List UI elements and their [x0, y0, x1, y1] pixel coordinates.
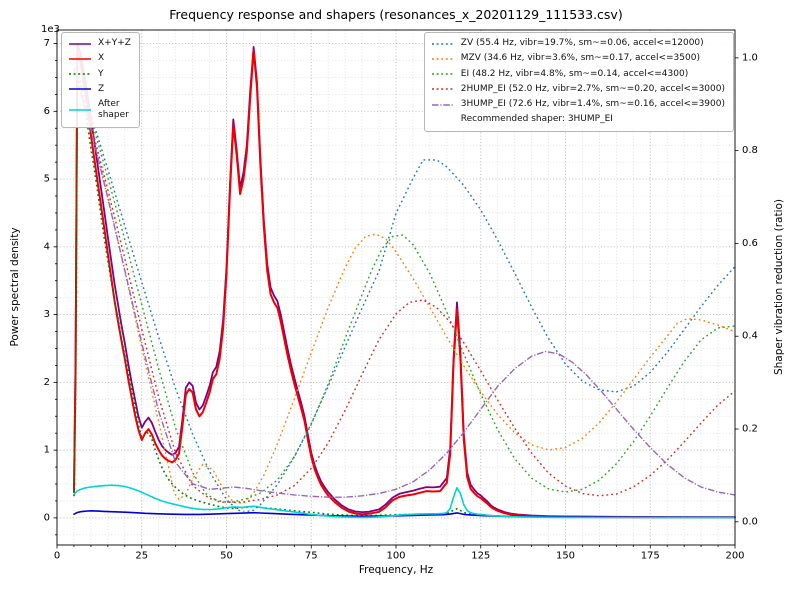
svg-text:125: 125	[471, 550, 490, 561]
svg-text:5: 5	[44, 174, 50, 185]
legend-item-2hump-ei: 2HUMP_EI (52.0 Hz, vibr=2.7%, sm~=0.20, …	[431, 84, 725, 95]
series-after-shaper	[73, 484, 736, 519]
series-zv	[73, 62, 736, 513]
legend-line-sample	[431, 103, 454, 106]
legend-item-ei: EI (48.2 Hz, vibr=4.8%, sm~=0.14, accel<…	[431, 69, 725, 80]
svg-text:0.2: 0.2	[742, 424, 758, 435]
legend-item-label: X	[98, 53, 105, 64]
legend-item-z: Z	[68, 84, 131, 95]
svg-text:7: 7	[44, 38, 50, 49]
chart-title: Frequency response and shapers (resonanc…	[169, 7, 623, 22]
legend-item-after-shaper: After shaper	[68, 99, 131, 122]
svg-text:200: 200	[725, 550, 744, 561]
legend-psd: X+Y+Z X Y Z After shaper	[61, 32, 140, 128]
y-axis-label-right: Shaper vibration reduction (ratio)	[773, 198, 785, 376]
legend-item-label: ZV (55.4 Hz, vibr=19.7%, sm~=0.06, accel…	[460, 38, 704, 48]
legend-item-label: X+Y+Z	[98, 38, 131, 48]
series-z	[73, 509, 736, 519]
legend-line-sample	[69, 109, 91, 112]
legend-item-label: After shaper	[98, 99, 129, 121]
legend-spacer	[431, 119, 455, 120]
legend-item-label: Z	[98, 83, 105, 94]
svg-text:50: 50	[220, 550, 233, 561]
y-axis-label-left: Power spectral density	[9, 227, 21, 347]
svg-text:100: 100	[386, 550, 405, 561]
svg-text:150: 150	[556, 550, 575, 561]
legend-line-sample	[431, 58, 454, 60]
svg-text:1.0: 1.0	[742, 52, 758, 63]
x-axis-label: Frequency, Hz	[358, 564, 434, 576]
legend-footer-recommended-shaper: Recommended shaper: 3HUMP_EI	[431, 114, 725, 125]
svg-text:0.4: 0.4	[742, 331, 758, 342]
legend-shapers: ZV (55.4 Hz, vibr=19.7%, sm~=0.06, accel…	[423, 32, 734, 132]
svg-text:3: 3	[44, 309, 50, 320]
svg-text:4: 4	[44, 241, 50, 252]
series-2hump-ei	[73, 68, 736, 503]
svg-text:0.0: 0.0	[742, 516, 758, 527]
svg-text:0.8: 0.8	[742, 145, 758, 156]
legend-line-sample	[69, 88, 91, 91]
svg-text:75: 75	[305, 550, 318, 561]
axis-ticks	[53, 43, 739, 549]
legend-line-sample	[69, 42, 91, 45]
legend-item-label: MZV (34.6 Hz, vibr=3.6%, sm~=0.17, accel…	[460, 53, 700, 64]
legend-item-mzv: MZV (34.6 Hz, vibr=3.6%, sm~=0.17, accel…	[431, 53, 725, 64]
svg-text:2: 2	[44, 377, 50, 388]
legend-item-xyz: X+Y+Z	[68, 38, 131, 49]
series-x	[73, 49, 736, 519]
legend-item-zv: ZV (55.4 Hz, vibr=19.7%, sm~=0.06, accel…	[431, 38, 725, 49]
series-y	[73, 76, 735, 519]
y-axis-offset-text: 1e3	[41, 24, 60, 35]
series-3hump-ei	[73, 70, 736, 498]
svg-text:25: 25	[135, 550, 148, 561]
legend-item-label: 2HUMP_EI (52.0 Hz, vibr=2.7%, sm~=0.20, …	[460, 83, 725, 94]
legend-line-sample	[431, 42, 454, 45]
svg-text:0.6: 0.6	[742, 238, 758, 249]
legend-item-3hump-ei: 3HUMP_EI (72.6 Hz, vibr=1.4%, sm~=0.16, …	[431, 99, 725, 110]
legend-line-sample	[69, 73, 91, 75]
series-ei	[73, 67, 736, 503]
legend-footer-label: Recommended shaper: 3HUMP_EI	[460, 114, 613, 125]
legend-item-label: Y	[98, 68, 104, 79]
legend-line-sample	[69, 58, 91, 60]
legend-item-label: 3HUMP_EI (72.6 Hz, vibr=1.4%, sm~=0.16, …	[460, 99, 725, 109]
legend-line-sample	[431, 73, 454, 75]
svg-text:0: 0	[44, 512, 50, 523]
svg-text:1: 1	[44, 445, 50, 456]
legend-item-x: X	[68, 53, 131, 64]
svg-text:0: 0	[54, 550, 60, 561]
legend-line-sample	[431, 88, 454, 91]
legend-item-y: Y	[68, 69, 131, 80]
grid-minor	[57, 30, 735, 545]
svg-text:6: 6	[44, 106, 50, 117]
legend-item-label: EI (48.2 Hz, vibr=4.8%, sm~=0.14, accel<…	[460, 68, 689, 79]
svg-text:175: 175	[641, 550, 660, 561]
tick-labels: 0 25 50 75 100 125 150 175 200 0 1 2 3 4 5 6 7 0.0 0.2 0.4 0…	[44, 38, 758, 561]
